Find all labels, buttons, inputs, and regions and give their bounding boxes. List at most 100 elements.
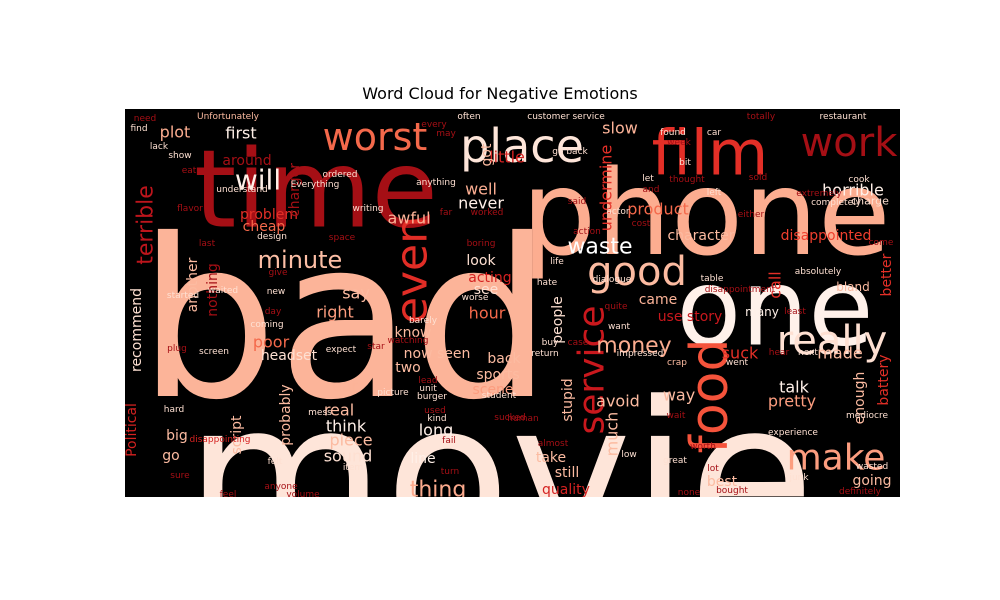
word-121: turn (441, 467, 459, 477)
word-47: came (639, 292, 678, 308)
word-173: and (643, 185, 660, 195)
word-66: think (326, 417, 367, 436)
word-193: mess (308, 408, 332, 418)
word-132: every (421, 120, 447, 130)
word-168: thought (669, 175, 705, 185)
word-174: let (642, 174, 654, 184)
word-133: may (436, 129, 456, 139)
word-169: either (738, 210, 765, 220)
word-3: time (194, 128, 438, 253)
word-154: junk (788, 473, 809, 483)
word-178: car (707, 128, 721, 138)
word-71: Political (125, 403, 140, 457)
word-38: acting (468, 270, 511, 286)
word-7: worst (323, 115, 428, 159)
word-6: place (460, 119, 584, 173)
word-22: never (458, 194, 504, 213)
word-107: felt (268, 457, 283, 467)
word-48: use story (658, 309, 723, 325)
word-162: absolutely (795, 267, 842, 277)
word-51: poor (253, 333, 290, 352)
word-13: even (387, 216, 438, 324)
word-139: quite (605, 302, 628, 312)
word-19: thing (410, 478, 467, 498)
word-105: sure (170, 471, 190, 481)
word-123: anything (416, 178, 456, 188)
word-77: much (603, 412, 622, 457)
word-27: little (489, 148, 525, 167)
word-39: see (474, 282, 499, 298)
word-73: go (162, 448, 179, 464)
word-1: movie (185, 359, 815, 497)
word-181: restaurant (820, 112, 867, 122)
word-177: found (660, 128, 686, 138)
word-138: dialogue (593, 275, 632, 285)
word-104: hard (164, 405, 184, 415)
word-122: product (627, 200, 689, 219)
word-161: next (798, 348, 818, 358)
word-74: long (419, 421, 454, 440)
word-188: worth (690, 442, 716, 452)
word-21: awful (387, 209, 430, 228)
word-53: now seen (404, 346, 471, 362)
word-50: know (395, 325, 432, 341)
word-114: barely (409, 316, 438, 326)
word-84: still (555, 465, 579, 481)
word-147: student (482, 391, 517, 401)
word-30: horrible (822, 181, 884, 200)
word-18: money (596, 334, 671, 359)
word-57: scene (472, 382, 513, 398)
word-120: fail (442, 436, 456, 446)
word-49: call (766, 271, 785, 299)
word-32: problem (240, 207, 298, 223)
word-106: feel (220, 490, 237, 497)
word-23: well (465, 180, 497, 199)
word-8: work (801, 120, 899, 166)
word-195: sucked (494, 413, 525, 423)
word-182: ordered (322, 170, 357, 180)
word-62: bland (836, 280, 870, 294)
word-31: around (222, 153, 271, 169)
word-171: left (707, 188, 722, 198)
word-180: totally (747, 112, 776, 122)
word-96: design (257, 232, 287, 242)
word-45: hour (469, 304, 506, 323)
word-127: space (329, 233, 356, 243)
word-95: flavor (177, 204, 203, 214)
word-137: life (550, 257, 564, 267)
word-10: really (777, 318, 888, 364)
word-61: better (879, 253, 895, 296)
word-36: disappointed (781, 228, 872, 244)
word-146: return (531, 349, 559, 359)
word-81: pretty (768, 392, 816, 411)
word-11: food (680, 339, 740, 454)
word-67: piece (329, 431, 372, 450)
word-43: nothing (205, 263, 221, 316)
word-186: started (167, 291, 199, 301)
word-29: undermine (597, 145, 616, 232)
word-119: kind (427, 414, 446, 424)
word-185: disappointing (189, 435, 250, 445)
word-144: buy (542, 338, 559, 348)
word-59: made (817, 344, 862, 363)
word-159: wait (667, 411, 686, 421)
word-63: many (745, 305, 779, 319)
word-64: ear (332, 377, 359, 396)
word-91: lack (150, 142, 169, 152)
word-100: day (265, 307, 282, 317)
word-166: completely (811, 198, 862, 208)
chart-title: Word Cloud for Negative Emotions (362, 84, 638, 103)
word-156: definitely (839, 487, 882, 497)
word-75: line (410, 451, 435, 467)
word-111: expect (326, 345, 357, 355)
word-160: hear (769, 348, 790, 358)
word-190: table (701, 274, 724, 284)
word-157: mediocre (846, 411, 888, 421)
word-141: impressed (617, 349, 664, 359)
word-175: actor (606, 207, 629, 217)
word-44: recommend (129, 288, 145, 372)
word-189: low (621, 450, 636, 460)
word-129: worse (462, 293, 489, 303)
word-68: sound (324, 447, 373, 466)
